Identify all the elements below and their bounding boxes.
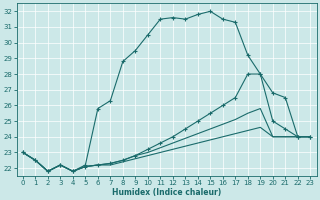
X-axis label: Humidex (Indice chaleur): Humidex (Indice chaleur) xyxy=(112,188,221,197)
